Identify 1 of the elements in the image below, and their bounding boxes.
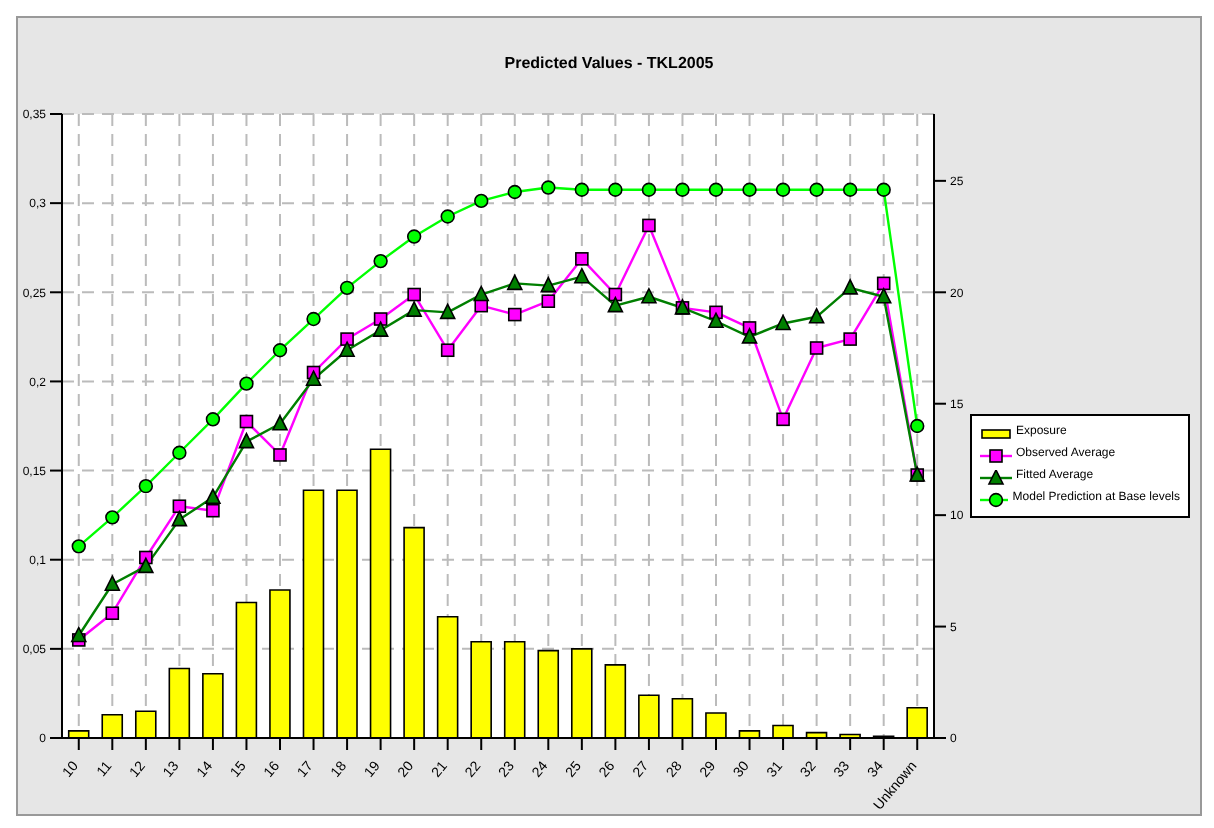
chart-title: Predicted Values - TKL2005 — [502, 52, 716, 76]
